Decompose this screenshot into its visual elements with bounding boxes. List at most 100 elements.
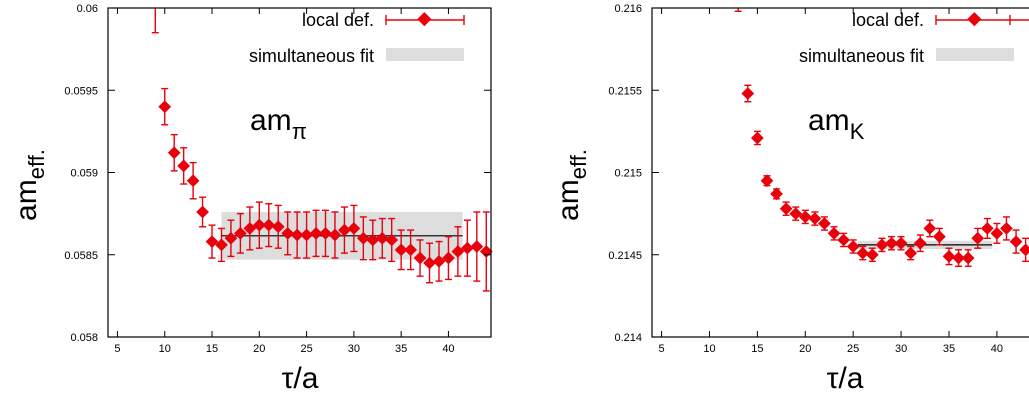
legend-label-fit: simultaneous fit bbox=[799, 46, 924, 66]
data-point bbox=[366, 219, 380, 261]
data-marker bbox=[167, 146, 181, 160]
x-tick-label: 10 bbox=[159, 343, 171, 355]
legend: local def. simultaneous fit bbox=[249, 10, 465, 66]
x-tick-label: 15 bbox=[751, 343, 763, 355]
x-tick-label: 30 bbox=[348, 343, 360, 355]
data-marker bbox=[262, 218, 276, 232]
data-point bbox=[846, 239, 860, 254]
y-tick-label: 0.2155 bbox=[608, 85, 642, 97]
legend: local def. simultaneous fit bbox=[799, 10, 1029, 66]
data-point bbox=[243, 206, 257, 251]
data-marker bbox=[224, 231, 238, 245]
y-axis-title-sub: eff. bbox=[24, 149, 49, 179]
x-tick-label: 20 bbox=[799, 343, 811, 355]
data-point bbox=[281, 211, 295, 256]
data-marker bbox=[309, 227, 323, 240]
data-marker bbox=[243, 222, 257, 235]
y-tick-label: 0.2145 bbox=[608, 250, 642, 262]
x-tick-label: 25 bbox=[300, 343, 312, 355]
data-point bbox=[798, 209, 812, 225]
data-point bbox=[432, 240, 446, 282]
data-marker bbox=[281, 227, 295, 240]
y-tick-label: 0.216 bbox=[614, 3, 642, 15]
data-point bbox=[262, 203, 276, 248]
particle-annotation: amK bbox=[808, 104, 865, 144]
data-marker bbox=[177, 159, 191, 173]
legend-symbol-fit bbox=[936, 48, 1014, 61]
legend-symbol-data bbox=[385, 12, 465, 27]
data-marker bbox=[1009, 235, 1023, 248]
data-marker bbox=[760, 174, 774, 188]
legend-symbol-fit bbox=[386, 48, 464, 61]
data-marker bbox=[394, 243, 408, 257]
data-point bbox=[290, 211, 304, 259]
data-point bbox=[151, 8, 159, 34]
legend-label-data: local def. bbox=[302, 10, 374, 30]
data-marker bbox=[234, 227, 247, 240]
y-tick-label: 0.0595 bbox=[64, 85, 98, 97]
data-point bbox=[741, 84, 755, 103]
data-marker bbox=[290, 228, 304, 242]
data-point bbox=[460, 219, 474, 277]
data-marker bbox=[875, 238, 889, 252]
data-point bbox=[837, 232, 850, 248]
pion-panel: ameff. τ/a 5 10 15 20 25 30 35 400.0580.05850.0… bbox=[10, 3, 493, 393]
data-marker bbox=[432, 254, 446, 268]
data-marker bbox=[271, 220, 285, 234]
data-marker bbox=[770, 187, 783, 201]
data-point bbox=[205, 224, 219, 259]
data-point bbox=[167, 133, 181, 172]
data-point bbox=[215, 227, 228, 263]
y-axis-title: ameff. bbox=[552, 149, 591, 221]
y-axis-title-sub: eff. bbox=[566, 149, 591, 179]
data-point bbox=[423, 242, 436, 284]
data-point bbox=[319, 209, 332, 258]
x-tick-label: 15 bbox=[206, 343, 218, 355]
data-point bbox=[942, 247, 956, 266]
x-axis-title: τ/a bbox=[282, 362, 319, 393]
data-point bbox=[309, 209, 323, 258]
data-marker bbox=[338, 223, 351, 237]
data-point bbox=[865, 247, 879, 263]
data-point bbox=[961, 249, 975, 267]
y-axis-title-main: am bbox=[552, 179, 585, 221]
data-point bbox=[271, 204, 285, 249]
data-marker bbox=[837, 233, 850, 247]
data-marker bbox=[865, 248, 879, 262]
data-marker bbox=[961, 251, 975, 265]
x-tick-label: 40 bbox=[442, 343, 454, 355]
legend-data-marker bbox=[417, 12, 432, 27]
data-marker bbox=[460, 241, 474, 255]
particle-annotation-main: am bbox=[808, 104, 850, 137]
y-axis-title: ameff. bbox=[10, 149, 49, 221]
data-point bbox=[394, 229, 408, 271]
data-point bbox=[923, 219, 937, 238]
data-point bbox=[470, 211, 484, 282]
data-point bbox=[347, 204, 361, 253]
data-marker bbox=[375, 231, 389, 245]
x-tick-label: 30 bbox=[895, 343, 907, 355]
data-point bbox=[770, 187, 783, 201]
legend-symbol-data bbox=[935, 12, 1029, 27]
data-marker bbox=[1019, 243, 1029, 257]
y-tick-label: 0.214 bbox=[614, 332, 642, 344]
data-marker bbox=[846, 240, 860, 253]
data-point bbox=[875, 237, 889, 253]
y-tick-label: 0.059 bbox=[70, 168, 98, 180]
x-axis-title: τ/a bbox=[827, 362, 864, 393]
x-tick-label: 35 bbox=[943, 343, 955, 355]
data-point bbox=[300, 211, 313, 259]
data-point bbox=[224, 219, 238, 258]
x-tick-label: 5 bbox=[659, 343, 665, 355]
data-point bbox=[990, 222, 1004, 244]
data-point bbox=[375, 217, 389, 259]
data-marker bbox=[942, 250, 956, 263]
data-marker bbox=[404, 243, 417, 257]
data-point bbox=[385, 217, 399, 263]
x-tick-label: 40 bbox=[991, 343, 1003, 355]
data-point bbox=[328, 211, 342, 259]
data-point bbox=[356, 216, 370, 261]
particle-annotation-sub: K bbox=[850, 119, 865, 144]
data-point bbox=[760, 174, 774, 188]
